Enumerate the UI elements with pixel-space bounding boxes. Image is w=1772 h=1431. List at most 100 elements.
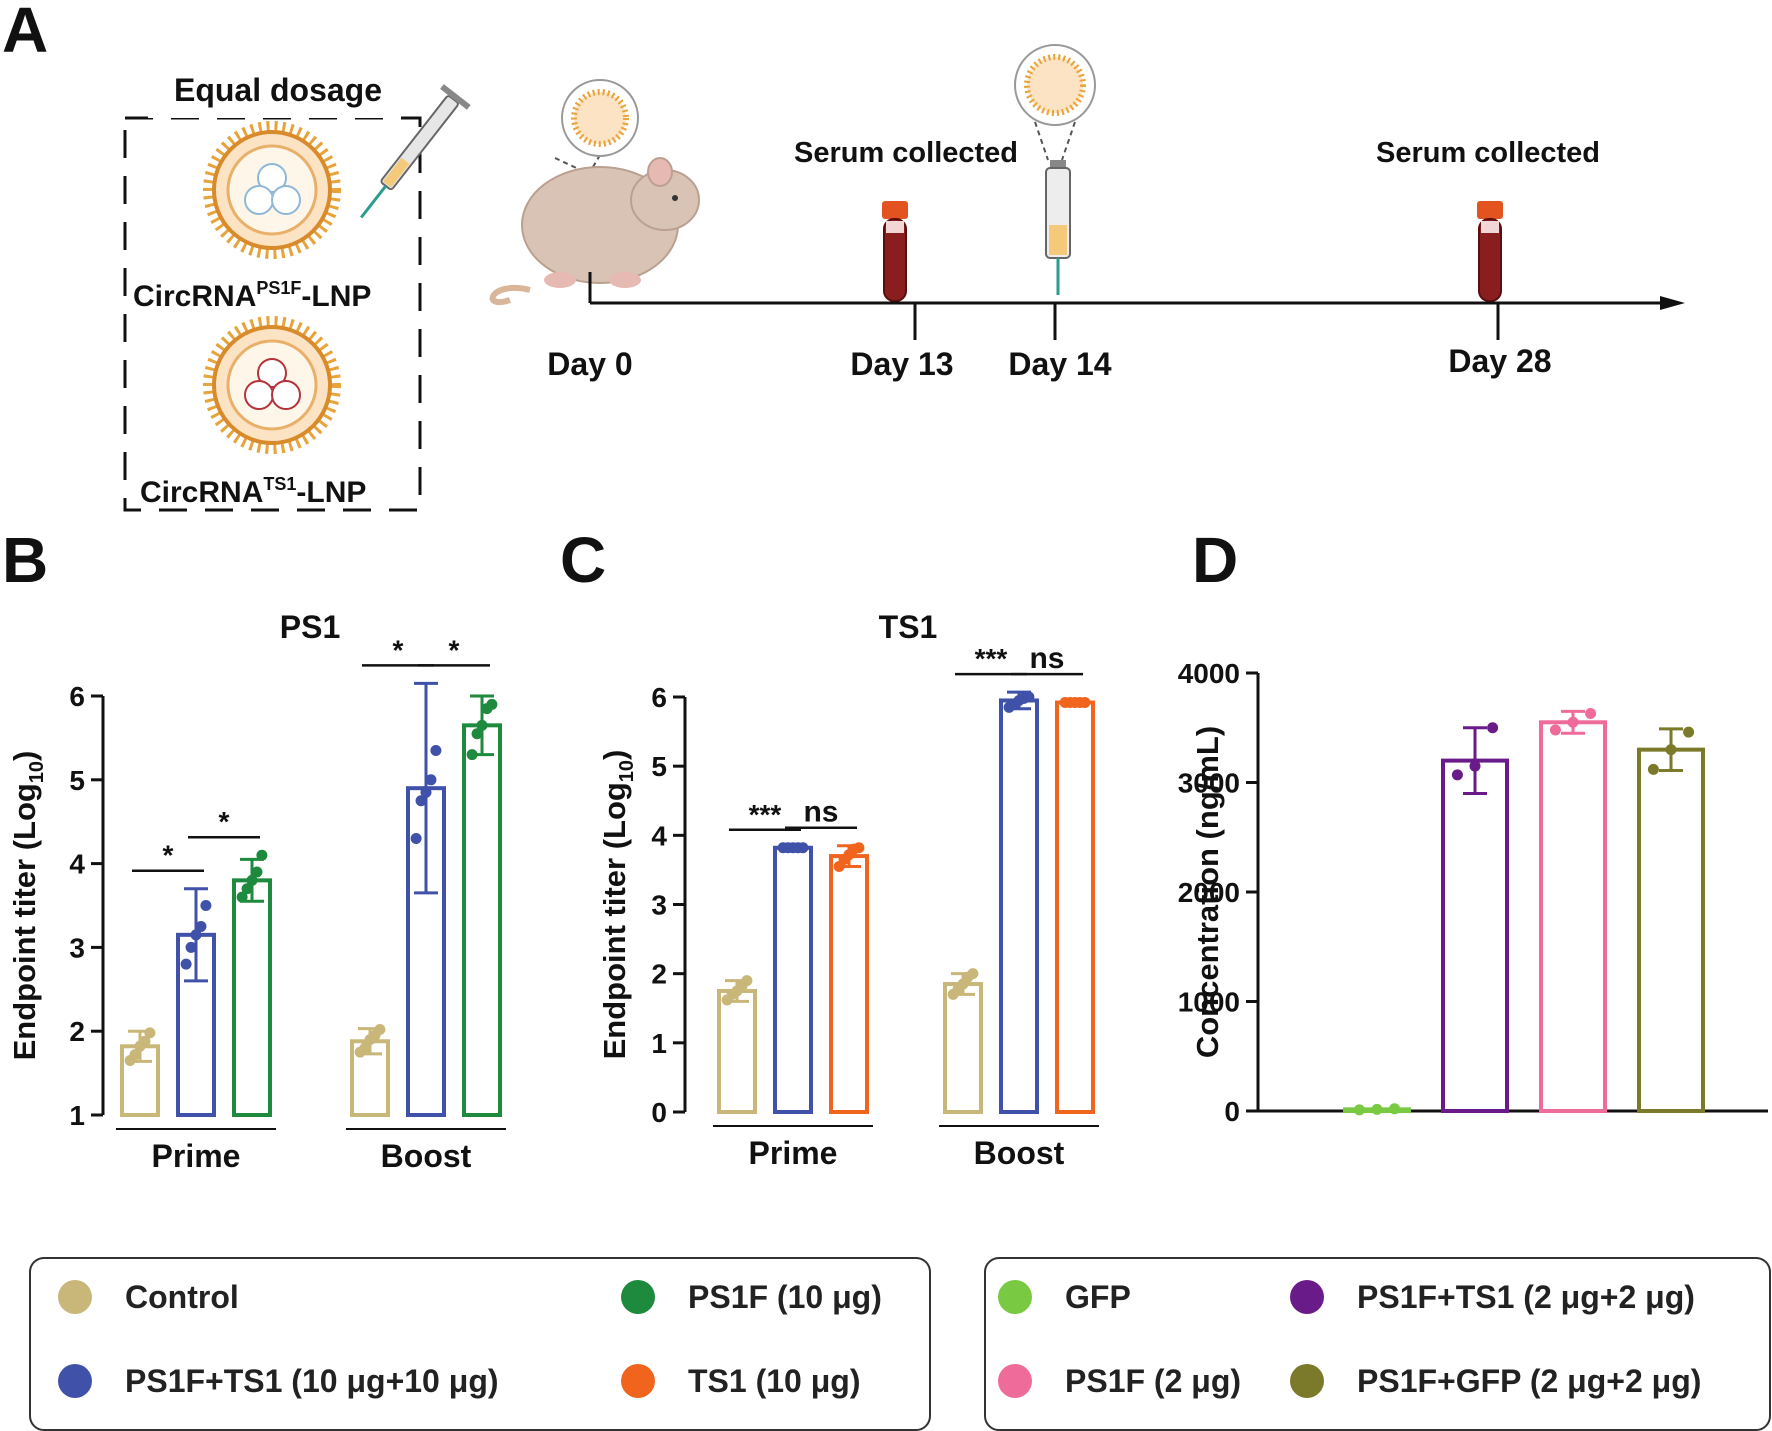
data-point [1389, 1103, 1401, 1115]
data-point [236, 891, 248, 903]
data-point [246, 874, 258, 886]
data-point [195, 920, 207, 932]
y-tick-label: 2 [69, 1016, 85, 1047]
bar [1055, 700, 1095, 1114]
chart-title: TS1 [879, 609, 938, 645]
legend-swatch [998, 1280, 1032, 1314]
y-tick-label: 1 [651, 1028, 667, 1059]
data-point [1469, 760, 1481, 772]
panel-letter-a: A [2, 0, 48, 66]
data-point [430, 744, 442, 756]
equal-dosage-label: Equal dosage [174, 72, 382, 108]
data-point [797, 842, 809, 854]
y-tick-label: 0 [651, 1097, 667, 1128]
y-tick-label: 4000 [1178, 658, 1240, 689]
data-point [1023, 691, 1035, 703]
data-point [139, 1035, 151, 1047]
y-tick-label: 2 [651, 959, 667, 990]
data-point [1353, 1104, 1365, 1116]
panel-letter-d: D [1192, 524, 1238, 596]
legend-swatch [621, 1364, 655, 1398]
y-axis-label: Endpoint titer (Log10) [597, 750, 638, 1060]
bar [1539, 720, 1607, 1114]
syringe-icon [359, 84, 471, 219]
day-label: Day 28 [1448, 343, 1551, 379]
y-axis-label: Endpoint titer (Log10) [7, 751, 48, 1061]
data-point [853, 842, 865, 854]
data-point [144, 1027, 156, 1039]
significance-label: *** [749, 799, 782, 830]
data-point [420, 786, 432, 798]
lnp-ps1f-label: CircRNAPS1F-LNP [133, 278, 371, 313]
bar [1441, 758, 1509, 1113]
y-tick-label: 3 [651, 890, 667, 921]
data-point [190, 929, 202, 941]
significance-label: * [393, 634, 404, 665]
group-label: Boost [381, 1138, 472, 1174]
chart-ps1: 1 2 3 4 5 6 Endpoint titer (Log10) PS1 Prime * * Bo… [7, 609, 506, 1174]
lnp-ts1-label: CircRNATS1-LNP [140, 474, 366, 509]
data-point [1585, 708, 1597, 720]
panel-letter-b: B [2, 524, 48, 596]
significance-label: ns [803, 796, 838, 829]
group-label: Prime [152, 1138, 241, 1174]
data-point [251, 866, 263, 878]
box-title-bg [148, 72, 398, 118]
data-point [1371, 1103, 1383, 1115]
y-tick-label: 3000 [1178, 768, 1240, 799]
legend-left: Control PS1F (10 μg) PS1F+TS1 (10 μg+10 … [29, 1257, 931, 1431]
lnp-particle-icon [203, 316, 341, 454]
legend-label: GFP [1065, 1279, 1131, 1315]
schematic: Equal dosage CircRNAPS1F-LNP CircRNATS1-… [123, 44, 1685, 512]
blood-tube-icon [882, 201, 908, 302]
data-point [486, 698, 498, 710]
data-point [1567, 716, 1579, 728]
legend-swatch [1290, 1364, 1324, 1398]
bar [999, 698, 1039, 1114]
significance-label: ns [1029, 642, 1064, 675]
legend-label: Control [125, 1279, 239, 1315]
data-point [241, 883, 253, 895]
panel-letter-c: C [560, 524, 606, 596]
day-label: Day 0 [547, 346, 632, 382]
serum-collected-label: Serum collected [794, 137, 1018, 169]
data-point [359, 1042, 371, 1054]
lnp-zoom-icon [554, 79, 639, 173]
data-point [471, 728, 483, 740]
data-point [476, 719, 488, 731]
y-tick-label: 5 [69, 765, 85, 796]
legend-swatch [58, 1364, 92, 1398]
data-point [1079, 697, 1091, 709]
legend-box [984, 1257, 1771, 1431]
legend-box [29, 1257, 931, 1431]
chart-concentration: 0 1000 2000 3000 4000 Concentration (ng/mL) [1178, 658, 1768, 1127]
data-point [129, 1049, 141, 1061]
data-point [180, 958, 192, 970]
bar [462, 723, 502, 1118]
y-tick-label: 4 [651, 820, 667, 851]
y-tick-label: 5 [651, 751, 667, 782]
y-tick-label: 6 [651, 682, 667, 713]
timeline-arrow-icon [1660, 296, 1685, 310]
chart-ts1: 0 1 2 3 4 5 6 Endpoint titer (Log10) TS1 Prime ***… [597, 609, 1099, 1171]
lnp-particle-icon [203, 121, 341, 259]
data-point [1647, 763, 1659, 775]
legend-label: PS1F+TS1 (2 μg+2 μg) [1357, 1279, 1695, 1315]
legend-swatch [1290, 1280, 1324, 1314]
data-point [410, 832, 422, 844]
significance-label: * [449, 634, 460, 665]
bar [943, 982, 983, 1115]
data-point [256, 849, 268, 861]
group-label: Boost [974, 1135, 1065, 1171]
y-tick-label: 3 [69, 932, 85, 963]
y-tick-label: 4 [69, 849, 85, 880]
day-label: Day 14 [1008, 346, 1111, 382]
legend-label: PS1F+TS1 (10 μg+10 μg) [125, 1363, 499, 1399]
legend-swatch [998, 1364, 1032, 1398]
data-point [200, 900, 212, 911]
legend-swatch [621, 1280, 655, 1314]
chart-title: PS1 [280, 609, 340, 645]
y-tick-label: 0 [1224, 1096, 1240, 1127]
y-axis-label: Concentration (ng/mL) [1190, 726, 1225, 1058]
